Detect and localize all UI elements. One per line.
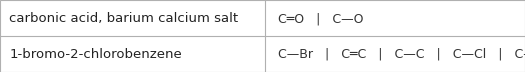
- Text: C—Br   |   C═C   |   C—C   |   C—Cl   |   C—H: C—Br | C═C | C—C | C—Cl | C—H: [278, 48, 525, 60]
- Text: 1-bromo-2-chlorobenzene: 1-bromo-2-chlorobenzene: [9, 48, 182, 60]
- Text: C═O   |   C—O: C═O | C—O: [278, 12, 364, 25]
- Text: carbonic acid, barium calcium salt: carbonic acid, barium calcium salt: [9, 12, 238, 25]
